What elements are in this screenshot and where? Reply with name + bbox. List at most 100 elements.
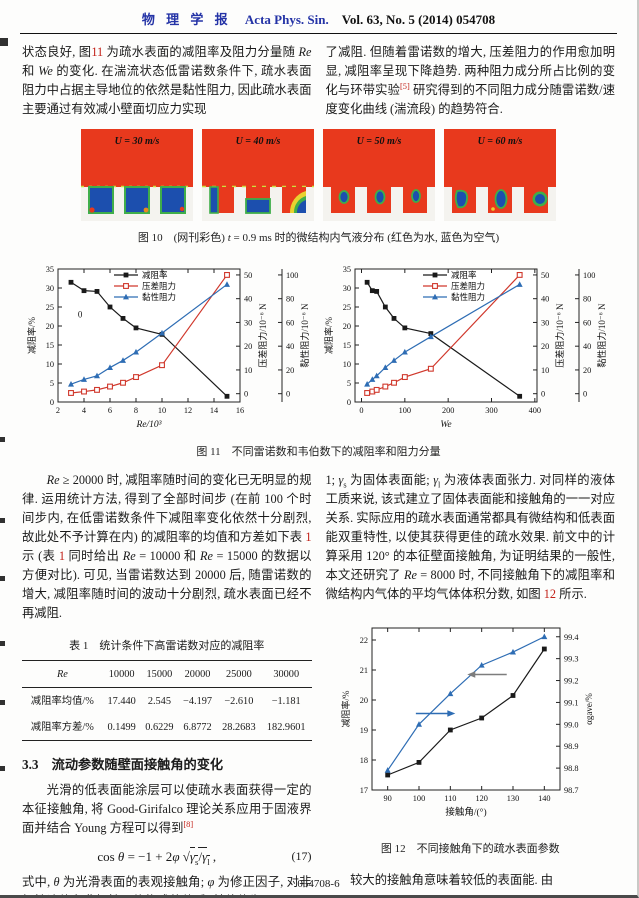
svg-text:0: 0: [49, 398, 53, 407]
table-cell: 17.440: [107, 695, 136, 707]
svg-text:0: 0: [541, 390, 545, 399]
svg-text:99.3: 99.3: [564, 655, 579, 664]
equation-number: (17): [291, 849, 312, 863]
table-cell: 182.9601: [266, 721, 306, 733]
svg-text:25: 25: [45, 303, 53, 312]
svg-text:10: 10: [244, 366, 252, 375]
svg-text:200: 200: [441, 406, 453, 415]
figure-10-panel-2: U = 40 m/s: [202, 129, 314, 221]
svg-text:Re/10³: Re/10³: [135, 420, 161, 430]
svg-text:5: 5: [49, 379, 53, 388]
svg-text:4: 4: [81, 406, 86, 415]
svg-text:20: 20: [541, 342, 549, 351]
svg-text:12: 12: [183, 406, 191, 415]
table-header-cell: 15000: [146, 668, 173, 680]
svg-text:130: 130: [507, 794, 519, 803]
svg-text:10: 10: [541, 366, 549, 375]
figure-12-caption: 图 12 不同接触角下的疏水表面参数: [380, 843, 560, 855]
svg-text:99.1: 99.1: [564, 698, 579, 707]
svg-text:90: 90: [384, 794, 392, 803]
figure-10-panel-1: U = 30 m/s: [81, 129, 193, 221]
figure-10-panel-3: U = 50 m/s: [323, 129, 435, 221]
scan-artifact: [0, 700, 5, 705]
svg-text:25: 25: [342, 303, 350, 312]
svg-text:30: 30: [45, 284, 53, 293]
table-header: Re 10000 15000 20000 25000 30000: [22, 661, 312, 688]
svg-text:减阻率/%: 减阻率/%: [323, 316, 334, 354]
svg-text:30: 30: [541, 318, 549, 327]
svg-text:0: 0: [346, 398, 350, 407]
table-cell: 0.1499: [107, 721, 136, 733]
svg-text:20: 20: [342, 322, 350, 331]
svg-text:减阻率/%: 减阻率/%: [26, 316, 37, 354]
paragraph-right-mid: 1; γs 为固体表面能; γl 为液体表面张力. 对同样的液体工质来说, 该式…: [325, 473, 616, 601]
svg-text:40: 40: [541, 295, 549, 304]
figure-11: 2 4 6 8 10 12 14 16 Re/10³ 0 5 10 15 20 25 30 35 减阻率/% 0 10…: [0, 257, 637, 435]
svg-text:0: 0: [583, 390, 587, 399]
svg-text:80: 80: [286, 295, 294, 304]
svg-text:压差阻力/10⁻⁶ N: 压差阻力/10⁻⁶ N: [554, 303, 565, 368]
svg-text:αgave/%: αgave/%: [584, 693, 594, 725]
equation-body: cos θ = −1 + 2φ √γs/γl ,: [97, 847, 217, 867]
svg-text:18: 18: [360, 756, 368, 765]
table-cell: −4.197: [183, 695, 213, 707]
figure-12-chart: 90 100 110 120 130 140 接触角/(°) 17 18 19 20 21 22 减阻率/…: [340, 627, 594, 818]
svg-text:10: 10: [45, 360, 53, 369]
svg-text:100: 100: [413, 794, 425, 803]
table-cell: 28.2683: [222, 721, 256, 733]
svg-text:98.8: 98.8: [564, 764, 579, 773]
left-column: Re ≥ 20000 时, 减阻率随时间的变化已无明显的规律. 运用统计方法, …: [22, 471, 312, 895]
svg-text:黏性阻力/10⁻⁶ N: 黏性阻力/10⁻⁶ N: [596, 303, 607, 368]
svg-text:99.4: 99.4: [564, 633, 579, 642]
svg-text:20: 20: [286, 366, 294, 375]
svg-text:100: 100: [583, 271, 595, 280]
svg-text:6: 6: [107, 406, 111, 415]
journal-issue: Vol. 63, No. 5 (2014) 054708: [341, 12, 496, 27]
table-row: 减阻率均值/% 17.440 2.545 −4.197 −2.610 −1.181: [22, 688, 312, 715]
svg-text:22: 22: [360, 636, 368, 645]
svg-text:40: 40: [244, 295, 252, 304]
svg-text:19: 19: [360, 726, 368, 735]
svg-text:40: 40: [583, 342, 591, 351]
simulation-image: U = 40 m/s: [202, 129, 314, 221]
svg-text:压差阻力/10⁻⁶ N: 压差阻力/10⁻⁶ N: [257, 303, 268, 368]
panel-velocity-label: U = 60 m/s: [478, 136, 523, 147]
paragraph-right-top: 了减阻. 但随着雷诺数的增大, 压差阻力的作用愈加明显, 减阻率呈现下降趋势. …: [325, 45, 616, 116]
svg-text:110: 110: [445, 794, 457, 803]
svg-text:30: 30: [342, 284, 350, 293]
svg-text:16: 16: [235, 406, 243, 415]
table-cell: 减阻率方差/%: [30, 721, 94, 733]
figure-11-caption: 图 11 不同雷诺数和韦伯数下的减阻率和阻力分量: [196, 446, 441, 458]
svg-text:80: 80: [583, 295, 591, 304]
simulation-image: U = 50 m/s: [323, 129, 435, 221]
svg-text:30: 30: [244, 318, 252, 327]
svg-text:100: 100: [286, 271, 298, 280]
svg-text:99.2: 99.2: [564, 677, 579, 686]
table-cell: 减阻率均值/%: [30, 695, 94, 707]
svg-text:15: 15: [45, 341, 53, 350]
svg-text:20: 20: [45, 322, 53, 331]
scan-artifact: [0, 518, 5, 523]
svg-text:15: 15: [342, 341, 350, 350]
svg-text:黏性阻力/10⁻⁶ N: 黏性阻力/10⁻⁶ N: [299, 303, 310, 368]
svg-text:黏性阻力: 黏性阻力: [142, 292, 176, 302]
panel-velocity-label: U = 40 m/s: [236, 136, 281, 147]
svg-text:减阻率/%: 减阻率/%: [340, 690, 351, 728]
scan-artifact: [0, 38, 8, 46]
svg-text:0: 0: [77, 309, 82, 319]
table-cell: 0.6229: [145, 721, 174, 733]
table-header-cell: 10000: [108, 668, 135, 680]
svg-text:压差阻力: 压差阻力: [451, 281, 485, 291]
svg-text:60: 60: [286, 318, 294, 327]
svg-text:98.9: 98.9: [564, 742, 579, 751]
svg-text:2: 2: [55, 406, 59, 415]
table-1-caption: 表 1 统计条件下高雷诺数对应的减阻率: [69, 640, 265, 652]
svg-text:300: 300: [485, 406, 497, 415]
svg-text:10: 10: [157, 406, 165, 415]
svg-text:17: 17: [360, 786, 368, 795]
svg-text:5: 5: [346, 379, 350, 388]
scan-artifact: [0, 641, 5, 646]
svg-text:40: 40: [286, 342, 294, 351]
table-row: 减阻率方差/% 0.1499 0.6229 6.8772 28.2683 182.9601: [22, 714, 312, 741]
